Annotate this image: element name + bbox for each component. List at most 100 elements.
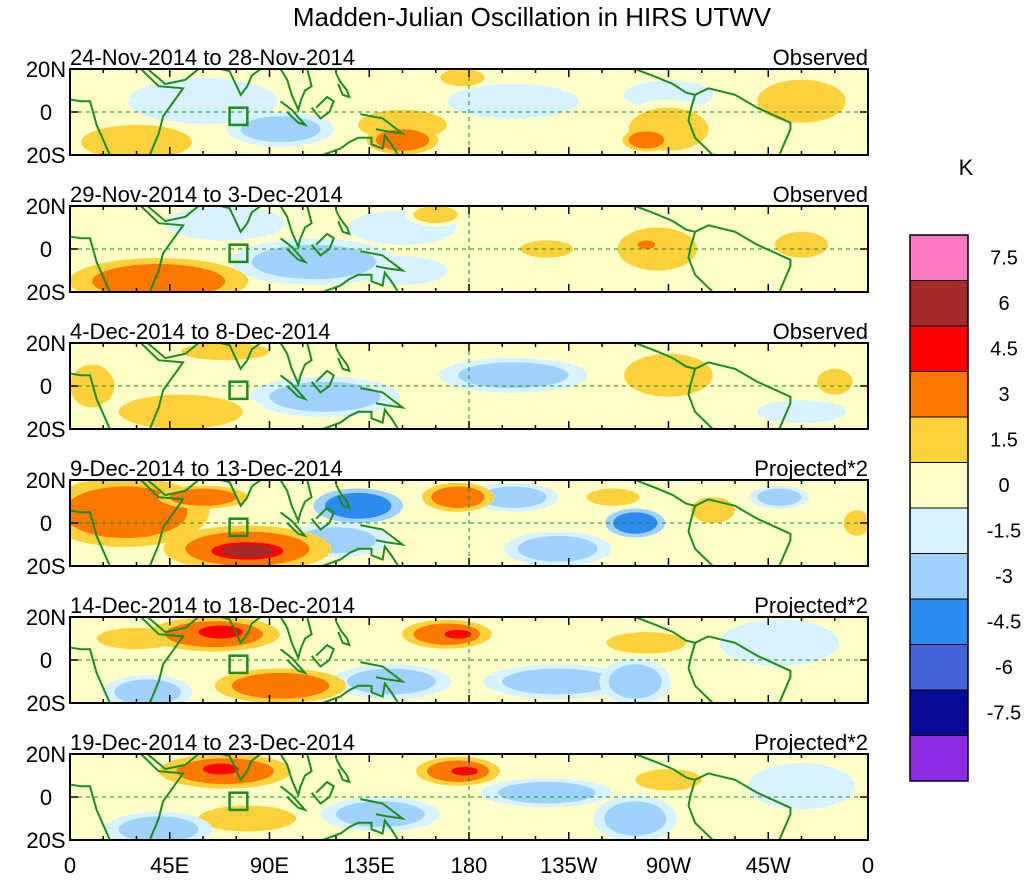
colorbar-level-label: -3: [995, 566, 1013, 588]
colorbar-swatch: [909, 462, 969, 509]
anomaly-core: [637, 240, 656, 249]
lat-tick-label: 20N: [26, 331, 66, 356]
anomaly-core: [502, 668, 614, 695]
region-box: [228, 654, 249, 675]
lat-tick-label: 0: [40, 511, 52, 536]
lat-tick-label: 20N: [26, 468, 66, 493]
coastline: [310, 369, 336, 394]
lat-tick-label: 0: [40, 648, 52, 673]
panel-kind-label: Projected*2: [754, 593, 868, 618]
coastline: [279, 511, 309, 538]
coastline: [687, 498, 792, 566]
coastline: [335, 757, 351, 784]
coastline: [360, 661, 407, 684]
anomaly-core: [413, 206, 458, 224]
panel-3: 20N 0 20S 4-Dec-2014 to 8-Dec-2014 Observed: [26, 319, 869, 442]
coastline: [279, 374, 309, 401]
anomaly-core: [457, 362, 569, 389]
coastline: [146, 206, 200, 223]
anomaly-core: [757, 488, 802, 506]
coastline: [279, 206, 313, 250]
colorbar-swatch: [909, 598, 969, 645]
lat-tick-label: 20S: [26, 554, 65, 579]
coastline: [335, 483, 351, 510]
coastline: [70, 69, 185, 155]
coastline: [146, 480, 200, 497]
lon-tick-label: 45E: [150, 853, 189, 878]
anomaly-core: [480, 486, 547, 508]
lat-tick-label: 20S: [26, 828, 65, 853]
coastline: [322, 407, 399, 429]
anomaly-core: [817, 368, 853, 395]
panel-field: [70, 480, 868, 566]
panel-4: 20N 0 20S 9-Dec-2014 to 13-Dec-2014 Projecte…: [26, 456, 869, 579]
coastline: [687, 772, 792, 840]
colorbar-frame: [909, 234, 969, 782]
anomaly-core: [198, 805, 297, 832]
lat-tick-label: 20N: [26, 57, 66, 82]
anomaly-core: [613, 512, 658, 534]
anomaly-core: [606, 632, 687, 654]
anomaly-core: [231, 672, 330, 699]
lat-tick-label: 0: [40, 374, 52, 399]
coastlines: [70, 480, 792, 566]
lon-tick-label: 90W: [646, 853, 691, 878]
coastline: [322, 681, 399, 703]
colorbar-level-label: -7.5: [987, 703, 1021, 725]
coastline: [634, 480, 696, 507]
panel-date-label: 14-Dec-2014 to 18-Dec-2014: [70, 593, 355, 618]
coastline: [360, 524, 407, 547]
coastline: [687, 635, 792, 703]
lon-tick-label: 0: [64, 853, 76, 878]
anomaly-core: [497, 781, 596, 804]
coastline: [634, 617, 696, 644]
panel-field: [70, 206, 868, 292]
colorbar-level-label: 4.5: [990, 339, 1018, 361]
lon-tick-label: 180: [451, 853, 488, 878]
lat-tick-label: 20N: [26, 742, 66, 767]
colorbar-swatch: [909, 234, 969, 281]
anomaly-core: [118, 394, 243, 429]
lat-tick-label: 20S: [26, 143, 65, 168]
colorbar-level-label: -4.5: [987, 612, 1021, 634]
anomaly-core: [324, 492, 392, 519]
anomaly-core: [240, 116, 321, 143]
lat-tick-label: 0: [40, 237, 52, 262]
coastline: [220, 754, 262, 782]
colorbar-swatch: [909, 553, 969, 600]
anomaly-core: [464, 88, 563, 115]
panel-date-label: 19-Dec-2014 to 23-Dec-2014: [70, 730, 355, 755]
lon-tick-label: 0: [862, 853, 874, 878]
colorbar-level-label: 3: [998, 384, 1009, 406]
region-box: [228, 106, 249, 127]
coastline: [360, 798, 407, 821]
coastline: [360, 387, 407, 410]
coastline: [279, 480, 313, 524]
panel-5: 20N 0 20S 14-Dec-2014 to 18-Dec-2014 Project…: [26, 593, 869, 716]
anomaly-core: [92, 264, 226, 292]
region-box: [228, 243, 249, 264]
anomaly-core: [768, 403, 835, 421]
coastline: [310, 506, 336, 531]
panel-date-label: 9-Dec-2014 to 13-Dec-2014: [70, 456, 343, 481]
panel-kind-label: Observed: [773, 319, 868, 344]
coastline: [279, 343, 313, 387]
coastline: [70, 206, 185, 292]
coastline: [634, 343, 696, 370]
coastline: [279, 754, 313, 798]
coastline: [310, 780, 336, 805]
anomaly-core: [431, 486, 485, 508]
coastline: [70, 480, 185, 566]
coastline: [146, 617, 200, 634]
anomaly-core: [81, 124, 192, 155]
lat-tick-label: 20S: [26, 691, 65, 716]
anomaly-core: [635, 769, 702, 791]
coastline: [310, 643, 336, 668]
panel-field: [70, 343, 868, 429]
colorbar-level-label: 0: [998, 475, 1009, 497]
panel-field: [70, 754, 868, 840]
colorbar-swatch: [909, 280, 969, 327]
coastline: [634, 69, 696, 96]
coastline: [279, 69, 313, 113]
lat-tick-label: 20S: [26, 280, 65, 305]
